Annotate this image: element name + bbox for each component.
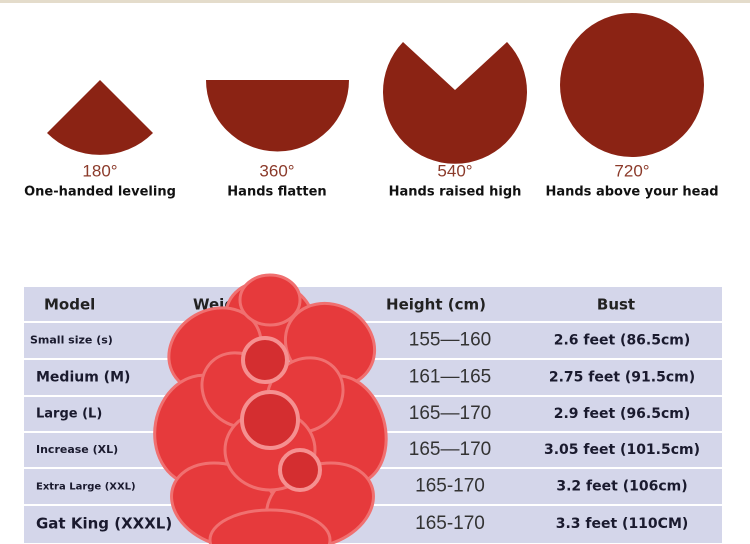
model-cell: Gat King (XXXL)	[36, 515, 172, 533]
top-border	[0, 0, 750, 3]
caption: Hands raised high	[389, 185, 522, 200]
height-cell: 161—165	[409, 367, 491, 388]
bust-cell: 2.6 feet (86.5cm)	[554, 333, 691, 349]
flower-overlay	[153, 273, 388, 544]
bust-cell: 3.3 feet (110CM)	[556, 516, 689, 532]
height-cell: 165-170	[415, 476, 485, 497]
model-cell: Increase (XL)	[36, 443, 118, 456]
model-cell: Small size (s)	[30, 334, 113, 347]
petal	[238, 273, 302, 327]
degree-label: 180°	[82, 161, 117, 180]
degree-label: 540°	[437, 161, 472, 180]
height-cell: 165—170	[409, 439, 491, 460]
degree-label: 720°	[614, 161, 649, 180]
petal-core	[278, 448, 322, 492]
column-header: Bust	[597, 296, 635, 314]
height-cell: 165-170	[415, 513, 485, 534]
petal-core	[240, 390, 300, 450]
model-cell: Extra Large (XXL)	[36, 482, 136, 493]
column-header: Model	[44, 296, 95, 314]
model-cell: Medium (M)	[36, 370, 130, 386]
height-cell: 165—170	[409, 403, 491, 424]
model-cell: Large (L)	[36, 407, 102, 422]
bust-cell: 2.9 feet (96.5cm)	[554, 406, 691, 422]
column-header: Height (cm)	[386, 296, 486, 314]
bust-cell: 3.05 feet (101.5cm)	[544, 442, 700, 458]
height-cell: 155—160	[409, 330, 491, 351]
petal	[208, 508, 332, 544]
petal-core	[241, 336, 289, 384]
caption: Hands flatten	[227, 185, 326, 200]
shape-360	[206, 80, 349, 152]
shape-180	[47, 80, 153, 155]
bust-cell: 3.2 feet (106cm)	[556, 479, 687, 495]
caption: Hands above your head	[545, 185, 718, 200]
bust-cell: 2.75 feet (91.5cm)	[549, 370, 695, 386]
degree-label: 360°	[259, 161, 294, 180]
shape-720	[560, 13, 704, 157]
shape-540	[383, 42, 527, 164]
caption: One-handed leveling	[24, 185, 176, 200]
